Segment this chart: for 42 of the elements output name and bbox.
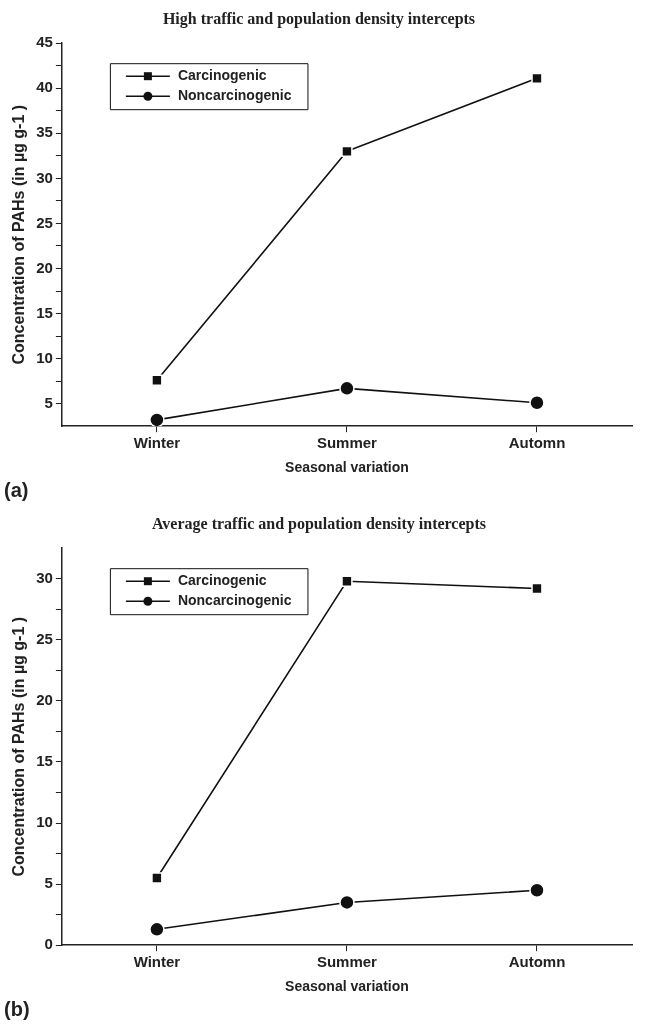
y-tick-label: 30 <box>36 168 53 186</box>
point <box>529 882 545 898</box>
y-tick-label: 25 <box>36 629 53 647</box>
y-tick-label: 15 <box>36 303 53 321</box>
y-tick-label: 15 <box>36 752 53 770</box>
x-tick-label: Winter <box>133 953 181 971</box>
legend-label: Noncarcinogenic <box>177 87 292 104</box>
point <box>151 374 163 386</box>
legend-label: Noncarcinogenic <box>177 592 292 609</box>
x-tick-label: Automn <box>508 953 566 971</box>
point <box>339 894 355 911</box>
y-tick-label: 5 <box>44 393 53 411</box>
point <box>149 921 165 938</box>
y-tick-label: 30 <box>36 568 53 586</box>
point <box>529 395 545 411</box>
point <box>151 872 163 884</box>
y-axis-title: Concentration of PAHs (in µg g-1 ) <box>10 104 28 365</box>
point <box>339 380 355 397</box>
x-axis-title: Seasonal variation <box>285 459 409 476</box>
y-tick-label: 0 <box>44 935 53 953</box>
chart-title: Average traffic and population density intercepts <box>151 514 487 533</box>
x-tick-label: Winter <box>133 434 181 452</box>
y-tick-label: 20 <box>36 691 53 709</box>
y-tick-label: 10 <box>36 813 53 831</box>
y-tick-label: 5 <box>44 874 53 892</box>
y-tick-label: 40 <box>36 78 53 96</box>
legend-label: Carcinogenic <box>177 67 267 84</box>
x-tick-label: Summer <box>316 434 378 452</box>
y-tick-label: 45 <box>36 33 53 51</box>
text: (a) <box>4 478 29 501</box>
y-tick-label: 10 <box>36 348 53 366</box>
text: (b) <box>4 997 30 1020</box>
point <box>149 412 165 427</box>
y-axis-title: Concentration of PAHs (in µg g-1 ) <box>10 616 28 877</box>
y-tick-label: 25 <box>36 213 53 231</box>
x-axis-title: Seasonal variation <box>285 978 409 995</box>
legend-label: Carcinogenic <box>177 572 267 589</box>
chart-title: High traffic and population density intercepts <box>162 9 476 28</box>
x-tick-label: Automn <box>508 434 566 452</box>
y-tick-label: 35 <box>36 123 53 141</box>
x-tick-label: Summer <box>316 953 378 971</box>
y-tick-label: 20 <box>36 258 53 276</box>
